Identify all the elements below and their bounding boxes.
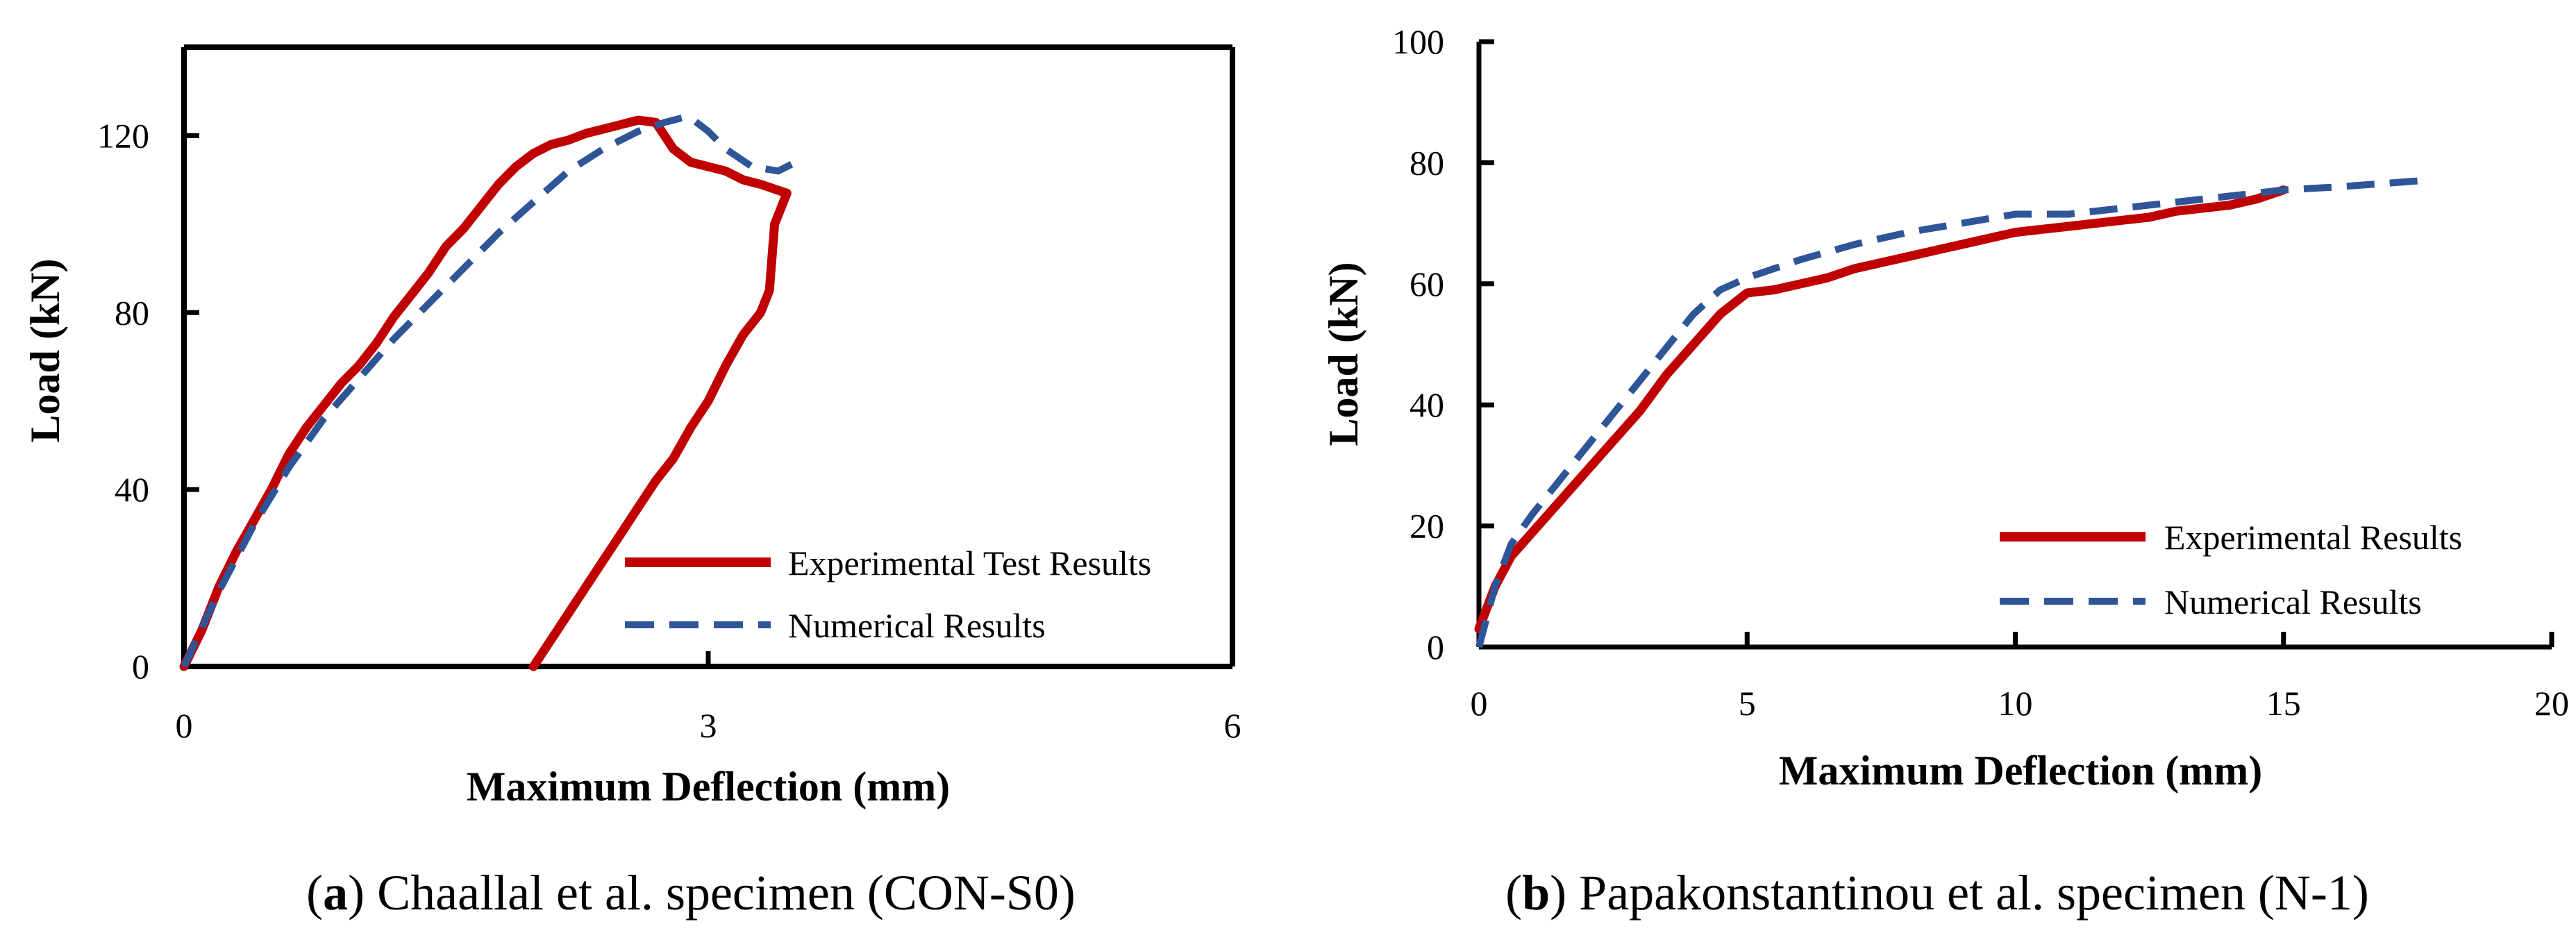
chart-b-ticks: 0 5 10 15 20 0 20 40 60 80 100 [1392,22,2569,723]
chart-a-xtick-label-0: 0 [176,706,193,745]
chart-b-series-experimental-line [1474,185,2289,634]
chart-a-ticks: 0 3 6 0 40 80 120 [97,116,1241,745]
chart-b-ytick-label-1: 20 [1410,507,1444,546]
chart-b-caption: (b) Papakonstantinou et al. specimen (N-… [1505,865,2369,921]
chart-a-series [179,114,798,671]
chart-a-legend-label-experimental: Experimental Test Results [788,544,1151,582]
chart-b-y-axis-label: Load (kN) [1321,262,1366,446]
chart-a-xtick-label-2: 6 [1224,706,1241,745]
chart-a-x-axis-label: Maximum Deflection (mm) [467,764,950,809]
chart-b-caption-text: Papakonstantinou et al. specimen (N-1) [1566,865,2369,921]
chart-a-ytick-label-3: 120 [97,116,149,155]
chart-a-xtick-label-1: 3 [700,706,717,745]
chart-b-xtick-label-2: 10 [1998,684,2033,723]
chart-b-ytick-label-2: 40 [1410,385,1444,424]
chart-b-x-axis-label: Maximum Deflection (mm) [1779,748,2262,794]
chart-b-xtick-label-4: 20 [2534,684,2569,723]
chart-a-legend: Experimental Test Results Numerical Resu… [625,544,1151,645]
chart-a-caption-letter: a [323,865,348,921]
chart-b-xtick-label-0: 0 [1471,684,1488,723]
chart-b-xtick-label-1: 5 [1739,684,1756,723]
chart-a: 0 3 6 0 40 80 120 Experimental Test Results Nu… [22,44,1241,921]
chart-a-caption-text: Chaallal et al. specimen (CON-S0) [365,865,1076,921]
chart-a-ytick-label-1: 40 [115,470,149,509]
chart-b-ytick-label-0: 0 [1427,628,1444,666]
chart-b-ytick-label-4: 80 [1410,143,1444,182]
chart-b-series-numerical-line [1475,177,2418,648]
chart-a-ytick-label-2: 80 [115,293,149,332]
chart-a-caption: (a) Chaallal et al. specimen (CON-S0) [306,865,1076,921]
chart-b-caption-letter: b [1522,865,1550,921]
chart-b-legend: Experimental Results Numerical Results [2000,518,2462,621]
chart-b-xtick-label-3: 15 [2266,684,2301,723]
chart-a-series-numerical-line [181,114,798,669]
chart-b: 0 5 10 15 20 0 20 40 60 80 100 Experimental Result… [1321,22,2569,921]
chart-a-series-experimental-line [179,115,792,671]
chart-a-ytick-label-0: 0 [132,647,149,686]
chart-a-legend-label-numerical: Numerical Results [788,606,1046,645]
chart-b-series [1474,177,2418,648]
chart-b-ytick-label-3: 60 [1410,265,1444,303]
chart-a-y-axis-label: Load (kN) [22,258,68,442]
chart-b-legend-label-experimental: Experimental Results [2164,518,2462,557]
chart-b-legend-label-numerical: Numerical Results [2164,582,2422,621]
chart-b-ytick-label-5: 100 [1392,22,1444,61]
